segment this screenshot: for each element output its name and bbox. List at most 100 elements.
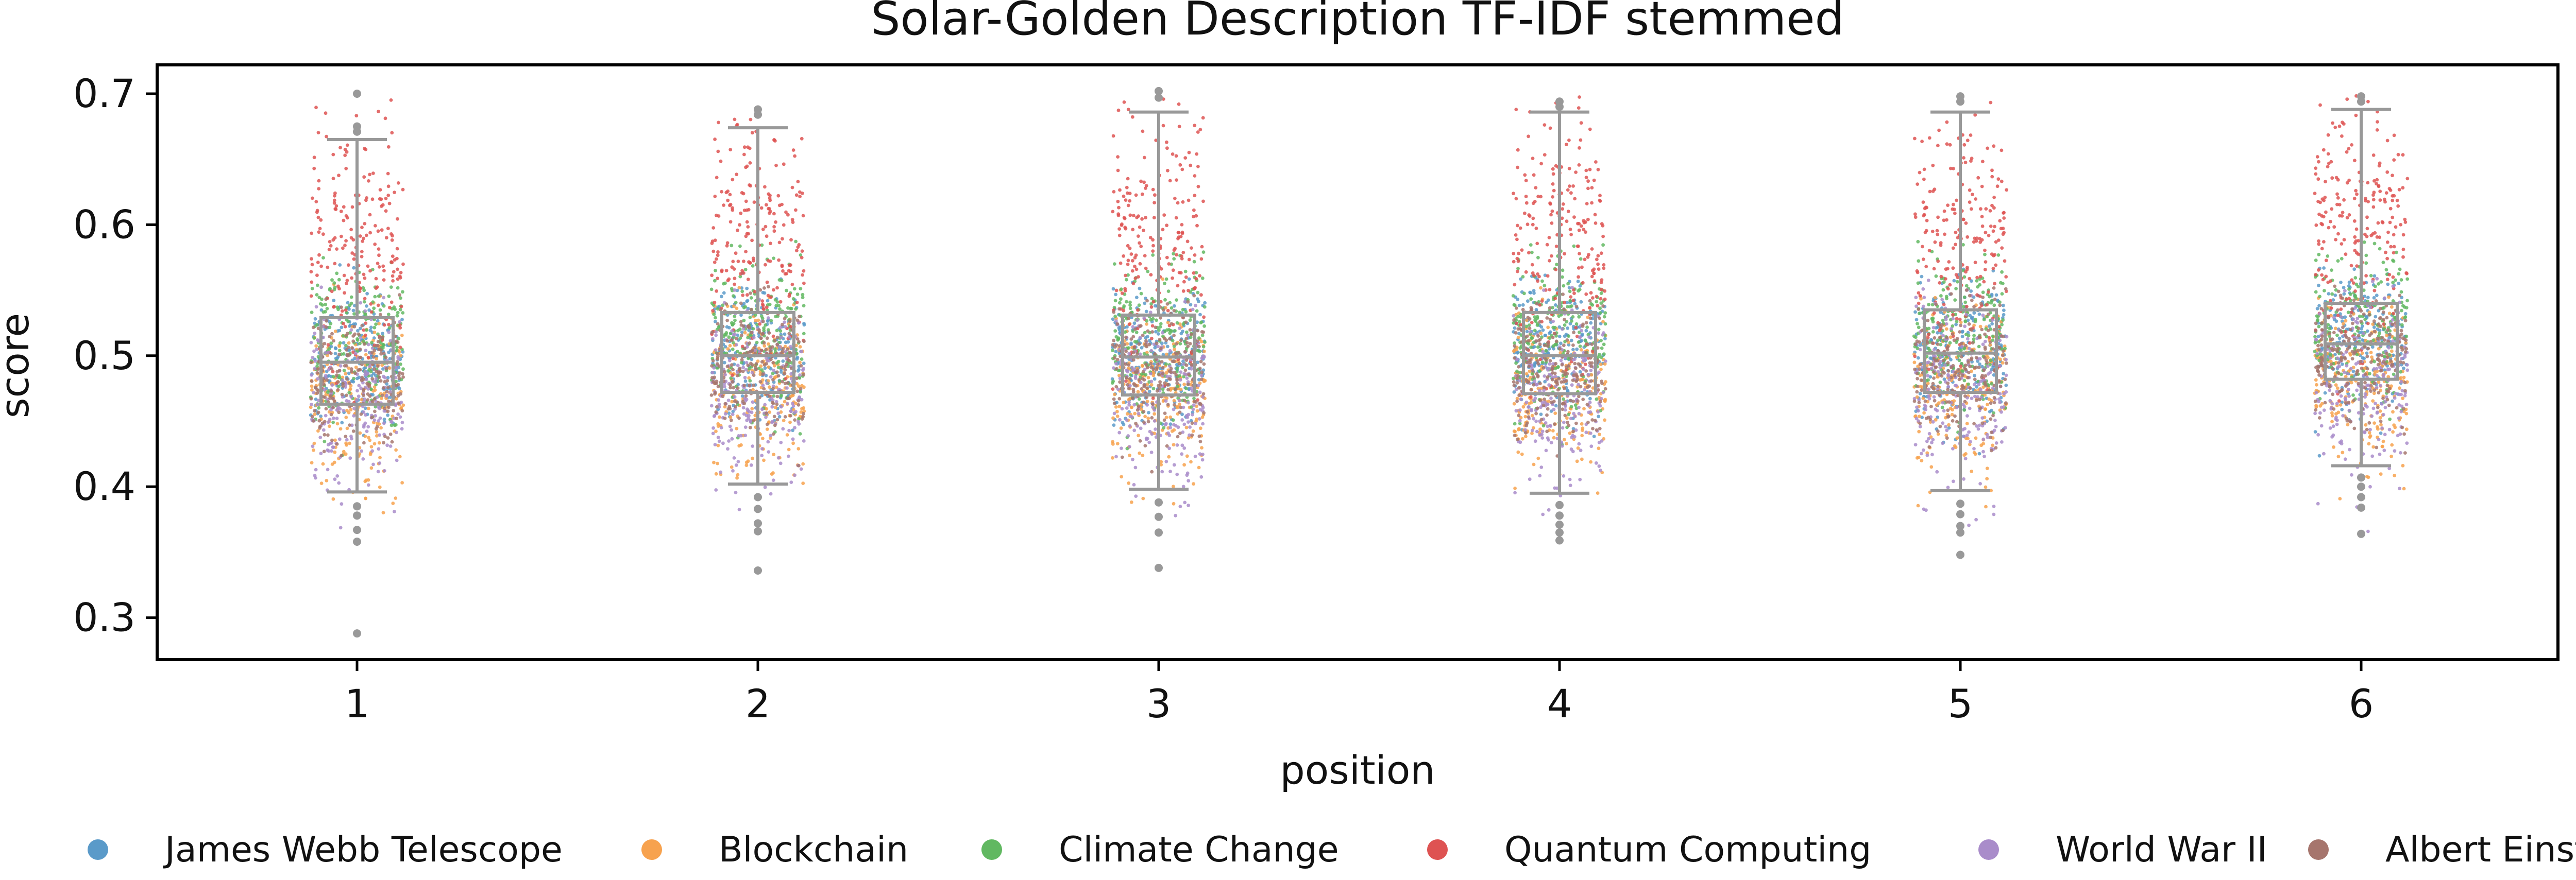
strip-point bbox=[1602, 315, 1606, 319]
strip-point bbox=[346, 301, 350, 305]
strip-point bbox=[762, 286, 766, 290]
strip-point bbox=[1594, 160, 1598, 164]
strip-point bbox=[351, 429, 355, 433]
strip-point bbox=[746, 145, 750, 149]
strip-point bbox=[335, 271, 339, 275]
strip-point bbox=[1580, 265, 1584, 269]
strip-point bbox=[1513, 341, 1517, 345]
strip-point bbox=[324, 407, 328, 411]
strip-point bbox=[1565, 442, 1568, 445]
strip-point bbox=[1162, 213, 1166, 217]
strip-point bbox=[710, 371, 715, 375]
strip-point bbox=[766, 440, 770, 444]
strip-point bbox=[1130, 115, 1134, 119]
strip-point bbox=[1557, 325, 1562, 329]
strip-point bbox=[765, 280, 769, 284]
strip-point bbox=[1114, 455, 1118, 459]
strip-point bbox=[1563, 323, 1567, 327]
strip-point bbox=[1590, 201, 1594, 205]
strip-point bbox=[730, 400, 734, 404]
strip-point bbox=[1524, 201, 1529, 205]
strip-point bbox=[329, 408, 333, 412]
strip-point bbox=[749, 184, 753, 188]
strip-point bbox=[1134, 193, 1138, 197]
strip-point bbox=[1200, 333, 1205, 337]
strip-point bbox=[714, 348, 718, 352]
strip-point bbox=[395, 430, 398, 435]
strip-point bbox=[1199, 402, 1202, 406]
strip-point bbox=[1156, 363, 1160, 366]
strip-point bbox=[1151, 238, 1155, 242]
strip-point bbox=[1120, 475, 1124, 479]
strip-point bbox=[368, 452, 372, 456]
strip-point bbox=[395, 314, 399, 318]
strip-point bbox=[1568, 299, 1572, 303]
strip-point bbox=[377, 422, 381, 426]
strip-point bbox=[761, 228, 765, 231]
strip-point bbox=[360, 323, 364, 327]
strip-point bbox=[1131, 325, 1135, 329]
strip-point bbox=[1180, 167, 1184, 171]
strip-point bbox=[713, 137, 717, 141]
strip-point bbox=[768, 207, 772, 211]
strip-point bbox=[386, 171, 390, 176]
strip-point bbox=[752, 383, 755, 387]
strip-point bbox=[1515, 396, 1519, 401]
strip-point bbox=[1550, 254, 1553, 258]
strip-point bbox=[1201, 330, 1206, 334]
strip-point bbox=[1577, 222, 1581, 226]
strip-point bbox=[1189, 460, 1193, 464]
strip-point bbox=[378, 416, 382, 420]
strip-point bbox=[729, 376, 733, 380]
strip-point bbox=[317, 296, 321, 300]
strip-point bbox=[384, 197, 388, 200]
strip-point bbox=[333, 191, 337, 195]
strip-point bbox=[1141, 454, 1145, 457]
strip-point bbox=[383, 376, 387, 379]
strip-point bbox=[1532, 462, 1536, 467]
strip-point bbox=[386, 413, 389, 417]
strip-point bbox=[1156, 344, 1160, 349]
strip-point bbox=[798, 315, 801, 319]
strip-point bbox=[1197, 300, 1200, 303]
strip-point bbox=[755, 340, 759, 344]
strip-point bbox=[1112, 262, 1116, 266]
strip-point bbox=[349, 367, 353, 371]
strip-point bbox=[768, 410, 772, 414]
strip-point bbox=[1166, 388, 1170, 392]
strip-point bbox=[1202, 350, 1206, 353]
strip-point bbox=[344, 435, 348, 438]
strip-point bbox=[1136, 408, 1140, 412]
strip-point bbox=[331, 416, 335, 420]
strip-point bbox=[1532, 289, 1536, 292]
strip-point bbox=[783, 368, 787, 372]
strip-point bbox=[383, 435, 387, 439]
strip-point bbox=[1192, 403, 1196, 407]
strip-point bbox=[772, 288, 775, 292]
strip-point bbox=[1602, 263, 1606, 267]
strip-point bbox=[1529, 297, 1533, 301]
strip-point bbox=[1530, 321, 1534, 324]
strip-point bbox=[1134, 331, 1139, 334]
strip-point bbox=[396, 394, 400, 398]
strip-point bbox=[1128, 246, 1132, 250]
strip-point bbox=[771, 478, 775, 482]
strip-point bbox=[323, 341, 327, 346]
strip-point bbox=[1145, 322, 1149, 326]
strip-point bbox=[1142, 420, 1146, 424]
strip-point bbox=[1126, 258, 1130, 263]
strip-point bbox=[377, 322, 381, 325]
strip-point bbox=[744, 361, 749, 365]
strip-point bbox=[1569, 417, 1573, 421]
strip-point bbox=[742, 327, 745, 331]
strip-point bbox=[731, 373, 734, 377]
strip-point bbox=[354, 114, 359, 118]
strip-point bbox=[401, 375, 405, 379]
strip-point bbox=[1531, 222, 1535, 227]
strip-point bbox=[1567, 423, 1571, 427]
strip-point bbox=[1172, 257, 1176, 261]
strip-point bbox=[1527, 365, 1531, 368]
strip-point bbox=[1134, 422, 1138, 425]
strip-point bbox=[1198, 452, 1202, 456]
strip-point bbox=[1513, 429, 1517, 434]
